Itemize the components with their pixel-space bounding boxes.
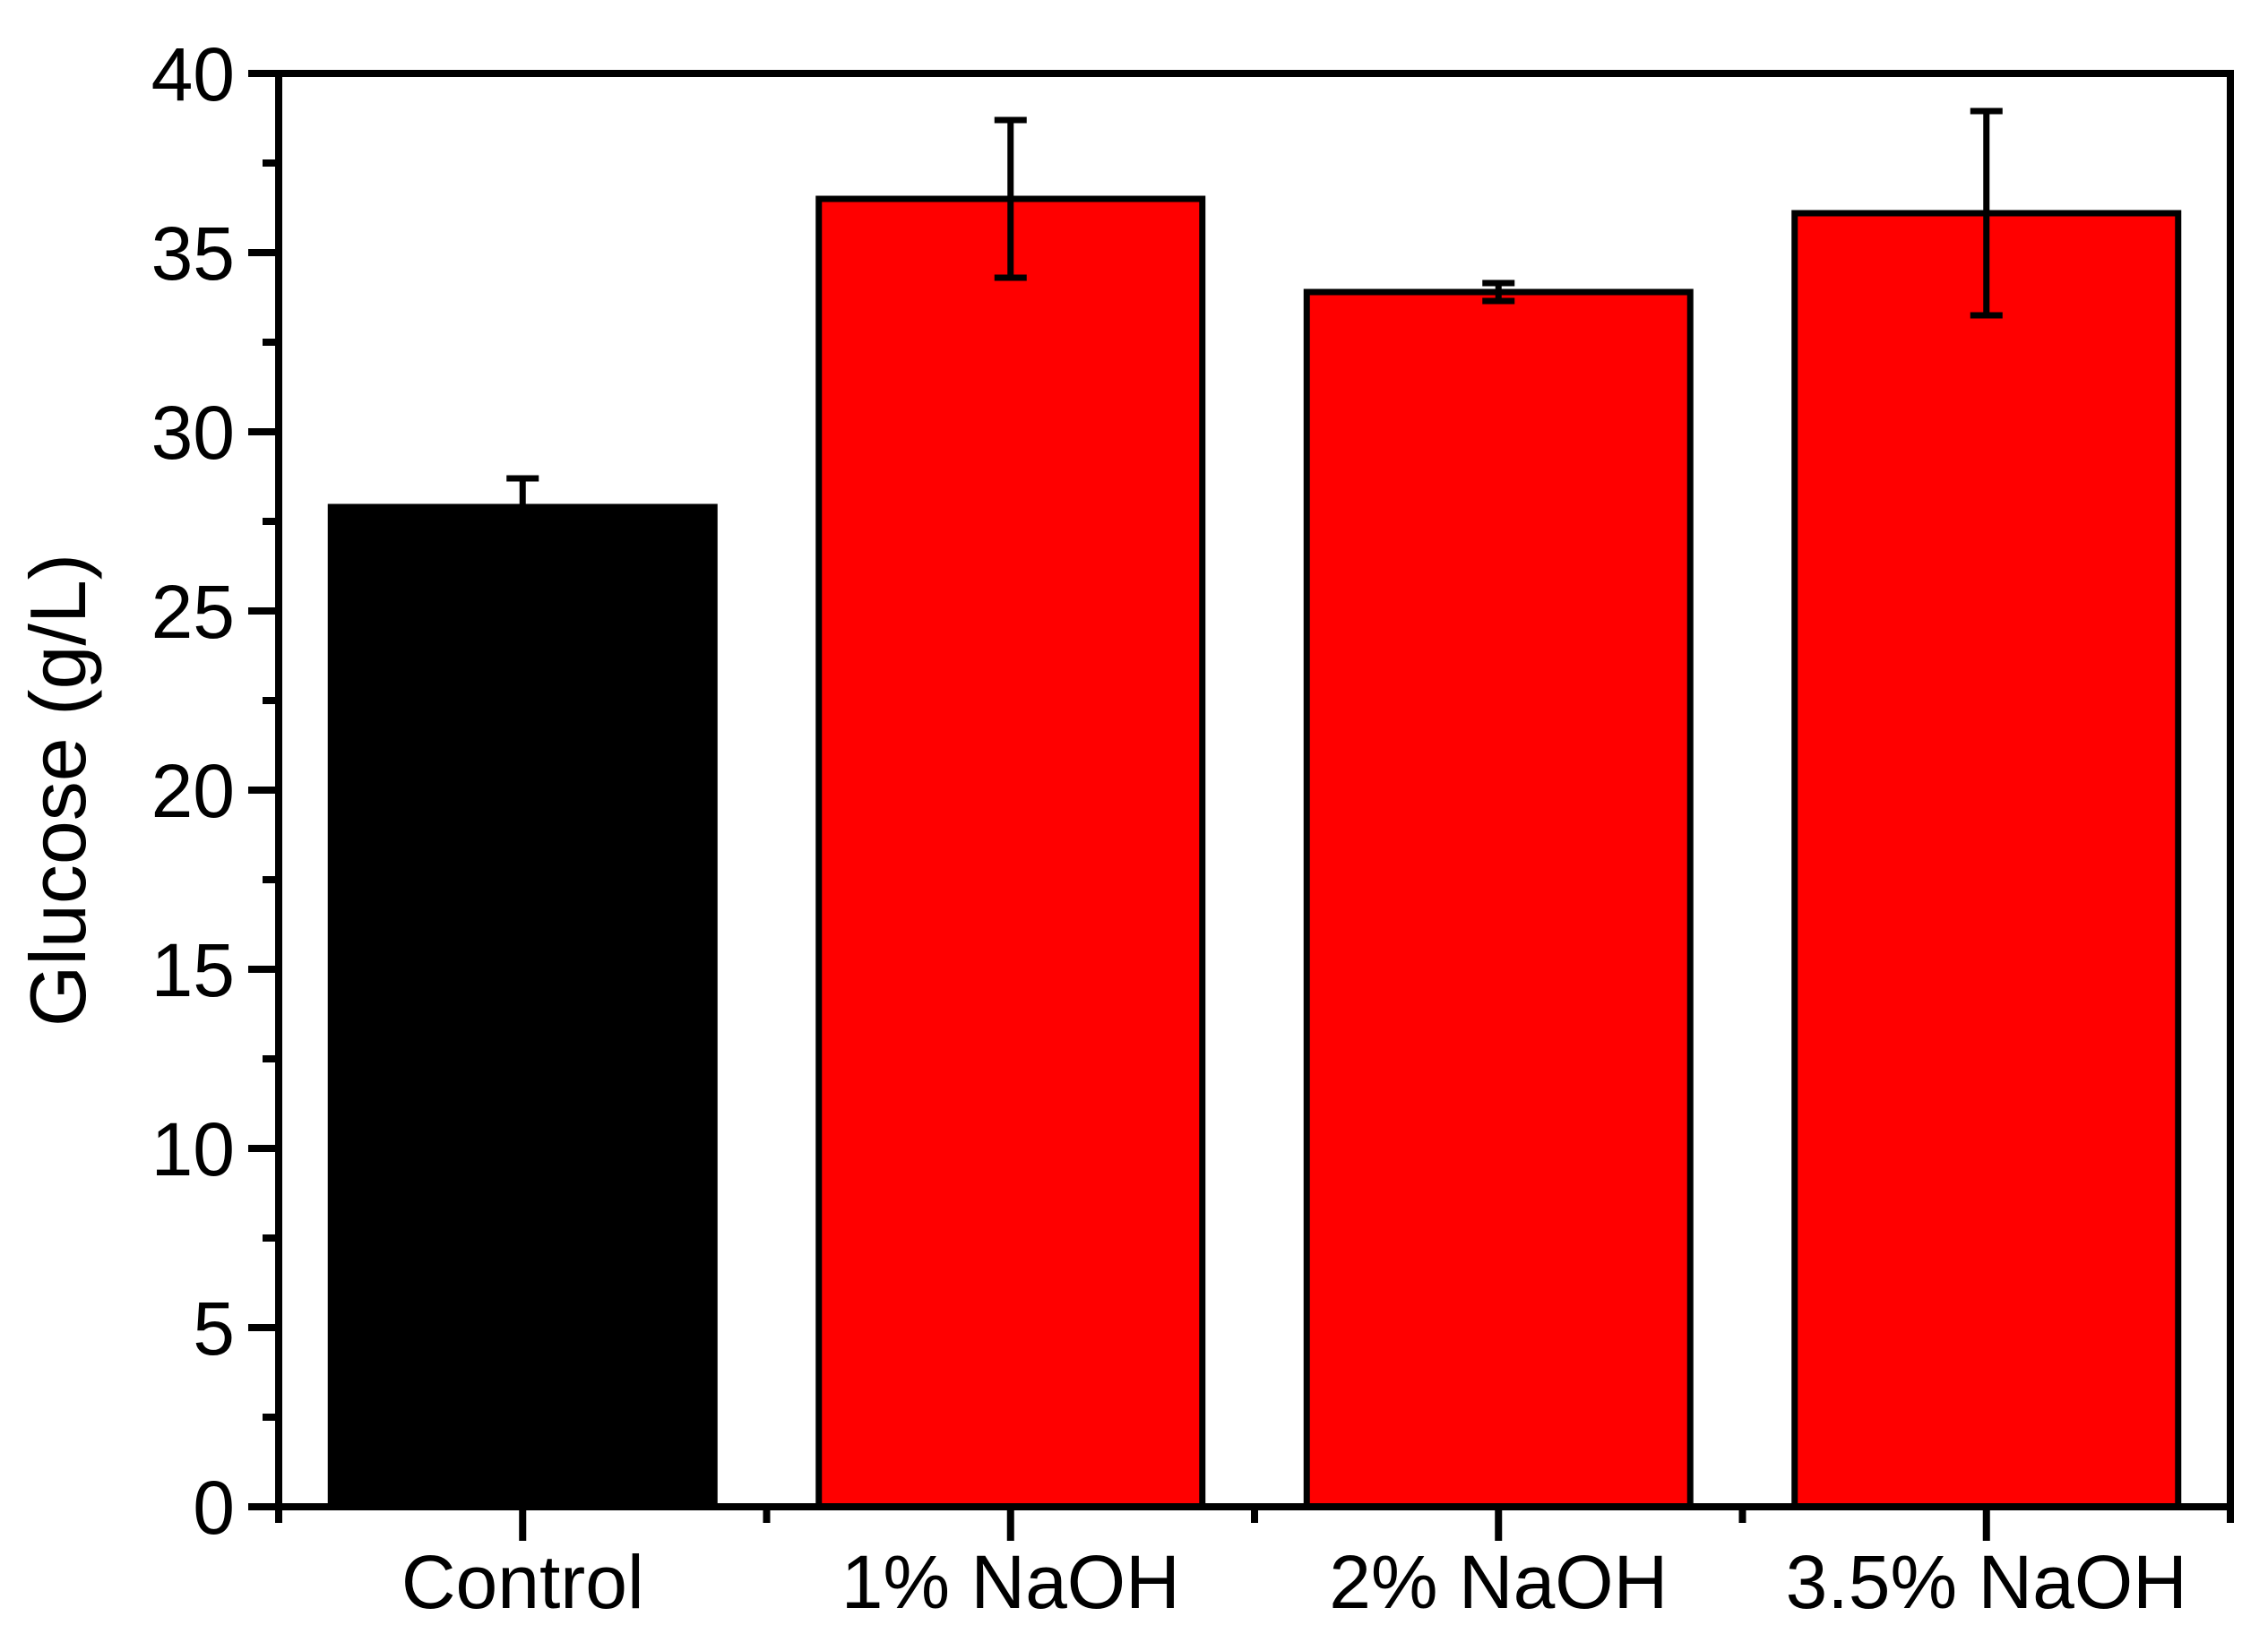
bar-control bbox=[327, 503, 718, 1510]
bar-2-naoh bbox=[1303, 288, 1694, 1510]
y-tick-label-30: 30 bbox=[151, 391, 235, 475]
x-tick-label-control: Control bbox=[401, 1540, 644, 1624]
y-axis-title: Glucose (g/L) bbox=[13, 554, 102, 1027]
x-tick-labels-group: Control 1% NaOH 2% NaOH 3.5% NaOH bbox=[401, 1540, 2187, 1624]
y-tick-label-0: 0 bbox=[193, 1466, 235, 1550]
x-tick-label-2-naoh: 2% NaOH bbox=[1329, 1540, 1668, 1624]
y-tick-labels-group: 0 5 10 15 20 25 30 35 40 bbox=[151, 32, 235, 1550]
y-tick-label-5: 5 bbox=[193, 1286, 235, 1371]
x-tick-label-1-naoh: 1% NaOH bbox=[841, 1540, 1180, 1624]
error-bars-group bbox=[506, 107, 2003, 539]
ticks-group bbox=[248, 70, 2234, 1541]
y-tick-label-10: 10 bbox=[151, 1107, 235, 1191]
x-tick-label-3-5-naoh: 3.5% NaOH bbox=[1786, 1540, 2187, 1624]
bar-1-naoh bbox=[815, 195, 1206, 1510]
y-tick-label-15: 15 bbox=[151, 928, 235, 1012]
bars-group bbox=[327, 195, 2182, 1510]
bar-3-5-naoh bbox=[1791, 210, 2182, 1510]
y-tick-label-35: 35 bbox=[151, 211, 235, 296]
y-tick-label-25: 25 bbox=[151, 570, 235, 654]
plot-frame bbox=[275, 70, 2234, 1510]
y-tick-label-40: 40 bbox=[151, 32, 235, 116]
y-tick-label-20: 20 bbox=[151, 749, 235, 833]
